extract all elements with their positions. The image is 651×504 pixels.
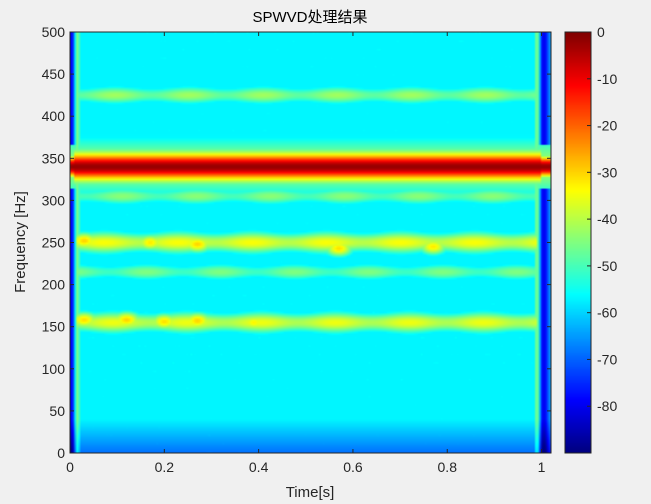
y-tick-label: 100 [42, 361, 66, 377]
y-tick-label: 500 [42, 24, 66, 40]
y-tick-label: 0 [57, 445, 65, 461]
colorbar-tick-label: -40 [597, 211, 617, 227]
colorbar-frame [564, 31, 592, 454]
colorbar-tick-label: -30 [597, 164, 617, 180]
colorbar-tick-label: -60 [597, 305, 617, 321]
colorbar-tick-label: -80 [597, 398, 617, 414]
spectrogram-plot-area [69, 31, 552, 454]
y-axis-label: Frequency [Hz] [12, 191, 29, 293]
colorbar: 0 -10 -20 -30 -40 -50 -60 -70 -80 [564, 24, 617, 454]
y-tick-label: 300 [42, 192, 66, 208]
x-tick-label: 0.4 [249, 459, 269, 475]
colorbar-tick-label: -50 [597, 258, 617, 274]
x-tick-label: 0 [66, 459, 74, 475]
colorbar-ticks: 0 -10 -20 -30 -40 -50 -60 -70 -80 [587, 24, 617, 414]
colorbar-tick-label: -70 [597, 351, 617, 367]
chart-title: SPWVD处理结果 [252, 9, 367, 26]
y-tick-label: 450 [42, 66, 66, 82]
y-tick-label: 200 [42, 277, 66, 293]
x-tick-label: 0.8 [438, 459, 458, 475]
x-tick-label: 1 [538, 459, 546, 475]
x-axis-label: Time[s] [286, 484, 335, 501]
y-tick-label: 250 [42, 235, 66, 251]
y-tick-label: 150 [42, 319, 66, 335]
x-axis: 0 0.2 0.4 0.6 0.8 1 [66, 32, 546, 475]
x-tick-label: 0.6 [343, 459, 363, 475]
colorbar-tick-label: -10 [597, 71, 617, 87]
colorbar-tick-label: 0 [597, 24, 605, 40]
colorbar-tick-label: -20 [597, 118, 617, 134]
y-tick-label: 50 [49, 403, 65, 419]
spectrogram-heatmap [70, 32, 551, 453]
y-axis: 0 50 100 150 200 250 300 350 400 450 500 [42, 24, 551, 461]
colorbar-gradient [565, 32, 591, 453]
x-tick-label: 0.2 [155, 459, 175, 475]
y-tick-label: 400 [42, 108, 66, 124]
y-tick-label: 350 [42, 150, 66, 166]
